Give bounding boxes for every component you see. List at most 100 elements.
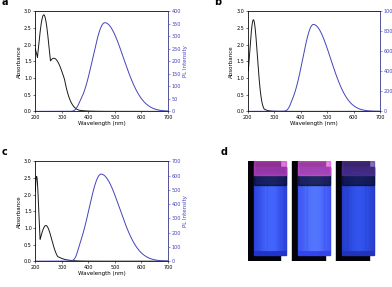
Bar xyxy=(368,172,369,250)
Bar xyxy=(257,172,258,250)
Bar xyxy=(262,172,263,250)
Bar xyxy=(371,172,372,250)
Bar xyxy=(280,172,281,250)
Bar xyxy=(373,172,374,250)
Bar xyxy=(355,172,356,250)
Bar xyxy=(263,172,264,250)
Text: b: b xyxy=(214,0,221,7)
Bar xyxy=(366,172,367,250)
Y-axis label: PL Intensity: PL Intensity xyxy=(183,195,188,227)
Bar xyxy=(354,172,355,250)
Bar xyxy=(350,172,351,250)
Text: c: c xyxy=(2,147,8,157)
Y-axis label: Absorbance: Absorbance xyxy=(17,195,22,228)
Bar xyxy=(361,172,362,250)
Bar xyxy=(255,172,256,250)
Bar xyxy=(264,172,265,250)
Bar xyxy=(367,172,368,250)
Bar xyxy=(259,172,260,250)
Bar xyxy=(256,172,257,250)
Bar xyxy=(268,172,269,250)
Bar xyxy=(260,172,261,250)
Bar xyxy=(327,172,328,250)
Text: d: d xyxy=(221,147,228,157)
Bar xyxy=(351,172,352,250)
X-axis label: Wavelength (nm): Wavelength (nm) xyxy=(78,271,125,276)
Bar xyxy=(298,161,330,175)
Bar xyxy=(276,172,277,250)
Bar xyxy=(369,172,370,250)
Bar xyxy=(298,167,330,255)
Bar xyxy=(281,172,282,250)
Bar xyxy=(274,172,275,250)
Bar xyxy=(299,172,300,250)
Bar xyxy=(254,167,286,185)
Bar xyxy=(370,172,371,250)
Bar xyxy=(347,172,348,250)
Bar xyxy=(272,172,273,250)
Bar xyxy=(345,172,347,250)
Bar xyxy=(326,172,327,250)
Bar xyxy=(342,167,374,185)
Bar xyxy=(315,172,316,250)
Bar xyxy=(325,172,326,250)
Bar xyxy=(360,172,361,250)
Bar xyxy=(309,172,310,250)
X-axis label: Wavelength (nm): Wavelength (nm) xyxy=(78,121,125,126)
Bar xyxy=(363,172,365,250)
Bar xyxy=(317,172,318,250)
Bar xyxy=(318,172,319,250)
Bar xyxy=(329,172,330,250)
Bar xyxy=(313,172,314,250)
Bar xyxy=(319,172,320,250)
Bar xyxy=(353,172,354,250)
Bar xyxy=(258,172,259,250)
Bar xyxy=(362,172,363,250)
Bar xyxy=(278,172,279,250)
Bar xyxy=(254,172,255,250)
Bar xyxy=(356,172,357,250)
Bar xyxy=(342,167,374,255)
Bar xyxy=(323,172,325,250)
Bar xyxy=(328,172,329,250)
Bar xyxy=(265,172,267,250)
Bar xyxy=(300,172,301,250)
Bar xyxy=(311,172,312,250)
Bar xyxy=(322,172,323,250)
Bar xyxy=(282,172,283,250)
Bar xyxy=(283,172,285,250)
Bar xyxy=(342,161,374,175)
Bar xyxy=(301,172,302,250)
Bar xyxy=(348,172,350,250)
Bar xyxy=(254,161,286,175)
Bar xyxy=(316,172,317,250)
Bar xyxy=(277,172,278,250)
Bar xyxy=(271,172,272,250)
Bar xyxy=(285,172,286,250)
Bar xyxy=(343,172,344,250)
Bar xyxy=(305,172,307,250)
Bar xyxy=(342,172,343,250)
Y-axis label: Absorbance: Absorbance xyxy=(229,45,234,78)
Bar xyxy=(304,172,305,250)
Bar xyxy=(344,172,345,250)
Bar xyxy=(261,172,262,250)
Bar xyxy=(336,161,369,261)
Bar xyxy=(275,172,276,250)
Bar xyxy=(303,172,304,250)
Bar xyxy=(358,172,359,250)
Bar xyxy=(357,172,358,250)
Bar xyxy=(307,172,308,250)
Bar xyxy=(310,172,311,250)
Bar xyxy=(372,172,373,250)
Y-axis label: PL Intensity: PL Intensity xyxy=(183,45,188,77)
Bar xyxy=(308,172,309,250)
Bar xyxy=(352,172,353,250)
Bar xyxy=(314,172,315,250)
Bar xyxy=(312,172,313,250)
Bar xyxy=(270,172,271,250)
Bar xyxy=(273,172,274,250)
Bar xyxy=(269,172,270,250)
Bar xyxy=(302,172,303,250)
Y-axis label: Absorbance: Absorbance xyxy=(17,45,22,78)
